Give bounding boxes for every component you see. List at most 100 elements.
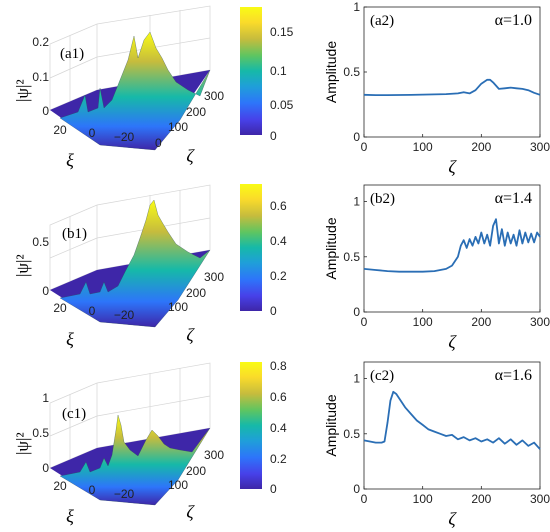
panel-a1-xlabel: ξ <box>66 150 74 170</box>
panel-a2-x-tick: 200 <box>471 140 491 154</box>
panel-c1-cbar-tick: 0 <box>270 482 277 496</box>
panel-b1-cbar-tick: 0 <box>270 304 277 318</box>
panel-a1-zlabel: |ψ|² <box>13 79 32 102</box>
panel-c2-x-tick: 200 <box>471 492 491 506</box>
panel-c2: 0 100 200 300 0 0.5 1 (c2) α=1.6 Amplitude ζ <box>323 361 550 529</box>
panel-a1-y-tick: 0 <box>155 136 162 150</box>
panel-c2-y-tick: 0 <box>353 482 360 496</box>
panel-b1-y-ticks: 100 200 300 <box>168 270 224 314</box>
panel-c2-series-line <box>363 390 541 450</box>
panel-c1-y-ticks: 100 200 300 <box>168 448 224 492</box>
panel-a2-y-tick: 1 <box>353 0 360 14</box>
panel-c1-x-ticks: 20 0 −20 <box>53 479 134 501</box>
panel-c2-label: (c2) <box>370 368 394 384</box>
panel-b1-cbar-tick: 0.4 <box>270 234 287 248</box>
panel-a1-cbar-tick: 0.1 <box>270 64 287 78</box>
panel-b2-y-tick: 0.5 <box>343 250 360 264</box>
panel-c2-annotation: α=1.6 <box>495 367 532 384</box>
panel-a2: 0 100 200 300 0 0.5 1 (a2) α=1.0 Amplitude ζ <box>323 0 550 177</box>
panel-b2-x-tick: 0 <box>361 315 368 329</box>
panel-c2-xlabel: ζ <box>448 509 457 529</box>
panel-a2-y-tick: 0.5 <box>343 65 360 79</box>
panel-c2-x-tick: 0 <box>361 492 368 506</box>
panel-c2-ylabel: Amplitude <box>323 394 339 456</box>
panel-b1-ylabel: ζ <box>186 325 195 345</box>
panel-a1-x-tick: 0 <box>89 126 96 140</box>
panel-a1-z-tick: 0.1 <box>32 70 49 84</box>
panel-c1-z-tick: 0 <box>42 461 49 475</box>
panel-c1-x-tick: 0 <box>89 483 96 497</box>
panel-c1-colorbar: 0.8 0.6 0.4 0.2 0 <box>240 359 287 496</box>
panel-c1-y-tick: 300 <box>204 448 224 462</box>
panel-c1-z-ticks: 1 0.5 0 <box>32 391 49 475</box>
panel-a2-annotation: α=1.0 <box>495 12 532 29</box>
panel-c2-x-tick: 300 <box>530 492 550 506</box>
panel-c1-xlabel: ξ <box>66 506 74 526</box>
panel-a1-cbar-tick: 0 <box>270 129 277 143</box>
panel-b1-x-tick: 20 <box>53 301 67 315</box>
panel-a1-z-ticks: 0.2 0.1 0 <box>32 35 49 118</box>
panel-a2-series-line <box>363 78 541 96</box>
panel-b1: (b1) |ψ|² 0.5 0 20 0 −20 100 200 300 ξ ζ… <box>13 184 287 349</box>
panel-c1-label: (c1) <box>62 406 86 422</box>
panel-a2-x-tick: 0 <box>361 140 368 154</box>
panel-c1-zlabel: |ψ|² <box>13 432 32 455</box>
panel-b2-x-tick: 300 <box>530 315 550 329</box>
panel-a1-x-tick: 20 <box>53 123 67 137</box>
panel-a1-colorbar: 0.15 0.1 0.05 0 <box>240 7 294 143</box>
panel-c1-y-tick: 100 <box>168 478 188 492</box>
panel-c1-z-tick: 0.5 <box>32 426 49 440</box>
panel-b1-x-tick: −20 <box>114 308 135 322</box>
panel-b2-annotation: α=1.4 <box>495 190 532 207</box>
panel-c2-y-tick: 1 <box>353 372 360 386</box>
panel-a2-x-tick: 300 <box>530 140 550 154</box>
panel-a1-cbar-tick: 0.05 <box>270 98 294 112</box>
panel-b1-label: (b1) <box>62 226 87 242</box>
panel-b1-z-tick: 0 <box>42 284 49 298</box>
panel-b2-xlabel: ζ <box>448 332 457 352</box>
panel-c1-colorbar-bar <box>240 362 262 489</box>
panel-b2-y-tick: 0 <box>353 305 360 319</box>
panel-b1-zlabel: |ψ|² <box>13 254 32 277</box>
panel-a1-z-tick: 0 <box>42 104 49 118</box>
panel-b1-z-tick: 0.5 <box>32 235 49 249</box>
panel-a1-colorbar-bar <box>240 7 262 135</box>
panel-a2-x-tick: 100 <box>413 140 433 154</box>
panel-c2-x-tick: 100 <box>413 492 433 506</box>
panel-b1-surface <box>59 199 211 328</box>
panel-b2: 0 100 200 300 0 0.5 1 (b2) α=1.4 Amplitude ζ <box>323 184 550 352</box>
panel-a2-frame <box>363 6 541 138</box>
panel-a2-label: (a2) <box>370 13 394 29</box>
panel-b1-colorbar: 0.6 0.4 0.2 0 <box>240 184 287 318</box>
panel-b2-x-tick: 200 <box>471 315 491 329</box>
panel-b2-x-tick: 100 <box>413 315 433 329</box>
panel-b2-label: (b2) <box>370 191 395 207</box>
panel-c1-y-tick: 200 <box>186 464 206 478</box>
panel-b1-cbar-tick: 0.2 <box>270 269 287 283</box>
panel-a1-y-ticks: 0 100 200 300 <box>155 89 224 150</box>
panel-a1-cbar-tick: 0.15 <box>270 25 294 39</box>
panel-a1-x-tick: −20 <box>114 130 135 144</box>
panel-b1-x-ticks: 20 0 −20 <box>53 301 134 322</box>
panel-b2-y-tick: 1 <box>353 195 360 209</box>
panel-a2-xlabel: ζ <box>448 157 457 177</box>
panel-a1: (a1) |ψ|² 0.2 0.1 0 20 0 −20 0 100 200 3… <box>13 5 294 170</box>
panel-a1-x-ticks: 20 0 −20 <box>53 123 134 144</box>
panel-c1-x-tick: 20 <box>53 479 67 493</box>
panel-a1-ylabel: ζ <box>186 146 195 166</box>
panel-b1-cbar-tick: 0.6 <box>270 199 287 213</box>
panel-a2-ylabel: Amplitude <box>323 41 339 103</box>
panel-c1-ylabel: ζ <box>186 502 195 522</box>
panel-c2-frame <box>363 361 541 490</box>
panel-a1-y-tick: 100 <box>168 120 188 134</box>
panel-c1: (c1) |ψ|² 1 0.5 0 20 0 −20 100 200 300 ξ… <box>13 359 287 526</box>
panel-c1-cbar-tick: 0.6 <box>270 390 287 404</box>
panel-c1-cbar-tick: 0.8 <box>270 359 287 373</box>
panel-b1-xlabel: ξ <box>66 329 74 349</box>
panel-a2-y-tick: 0 <box>353 130 360 144</box>
panel-a1-z-tick: 0.2 <box>32 35 49 49</box>
panel-b1-z-ticks: 0.5 0 <box>32 235 49 298</box>
panel-b1-x-tick: 0 <box>89 304 96 318</box>
panel-b2-ylabel: Amplitude <box>323 217 339 279</box>
